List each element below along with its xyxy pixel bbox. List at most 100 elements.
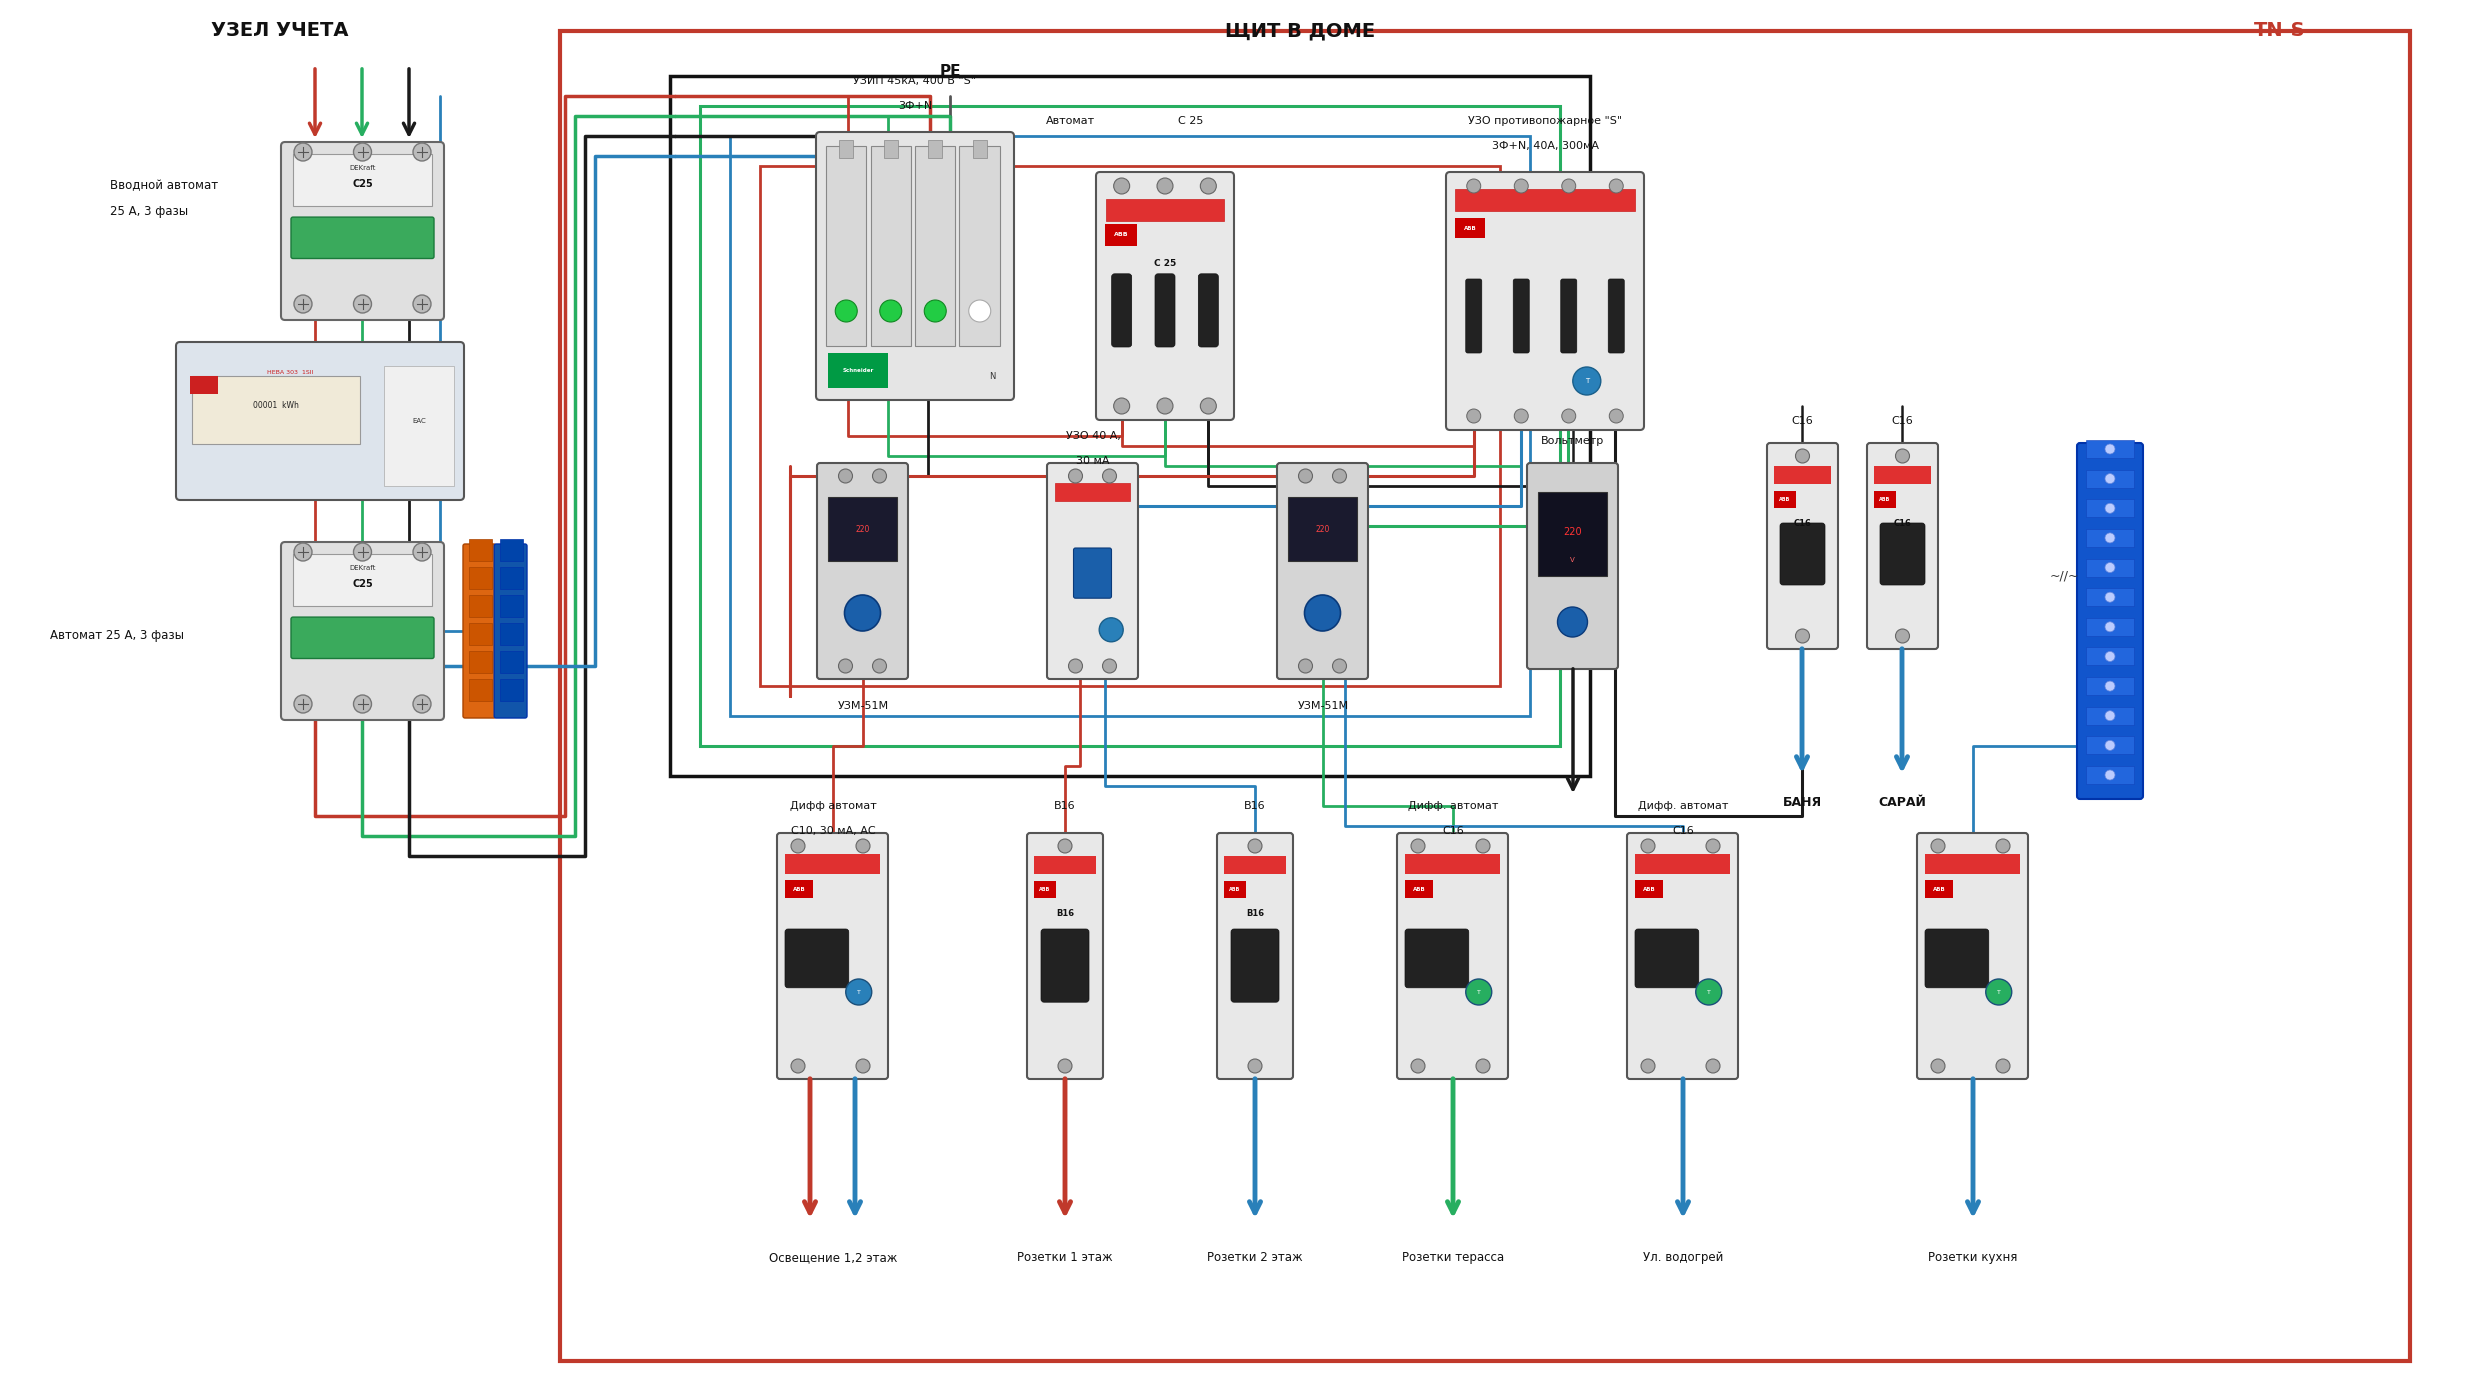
Bar [501, 539, 523, 561]
Bar [469, 678, 491, 701]
Circle shape [1247, 1060, 1262, 1074]
Text: ~//~: ~//~ [2051, 570, 2081, 582]
FancyBboxPatch shape [1096, 172, 1235, 420]
Text: С16: С16 [1791, 416, 1813, 426]
Bar [759, 166, 1500, 685]
FancyBboxPatch shape [1867, 443, 1937, 649]
Circle shape [414, 295, 432, 313]
FancyBboxPatch shape [1924, 928, 1989, 988]
Bar [883, 140, 898, 158]
Text: 25 А, 3 фазы: 25 А, 3 фазы [109, 204, 188, 218]
Bar [1034, 856, 1096, 874]
Circle shape [838, 659, 853, 673]
Text: Автомат: Автомат [1047, 116, 1094, 126]
Bar [293, 554, 432, 606]
Bar [501, 567, 523, 589]
Bar [191, 376, 218, 394]
Text: T: T [856, 990, 861, 994]
Bar [469, 567, 491, 589]
Circle shape [2106, 563, 2115, 572]
Text: ABB: ABB [1230, 886, 1240, 892]
Bar [1456, 188, 1634, 211]
Bar [1225, 856, 1287, 874]
Circle shape [2106, 771, 2115, 780]
FancyBboxPatch shape [816, 133, 1014, 401]
FancyBboxPatch shape [1607, 279, 1624, 353]
Circle shape [1304, 595, 1342, 631]
Bar [699, 106, 1560, 745]
Text: Schneider: Schneider [843, 367, 873, 373]
Bar [1106, 200, 1225, 221]
Text: 220: 220 [1314, 525, 1329, 533]
Text: T: T [1585, 378, 1590, 384]
Text: С25: С25 [352, 579, 372, 589]
Circle shape [791, 839, 806, 853]
Circle shape [1200, 398, 1215, 415]
Circle shape [873, 469, 885, 483]
Circle shape [856, 1060, 870, 1074]
Text: Вводной автомат: Вводной автомат [109, 180, 218, 193]
Bar [870, 147, 910, 346]
FancyBboxPatch shape [1042, 928, 1089, 1002]
Circle shape [1610, 409, 1624, 423]
Text: ABB: ABB [1642, 886, 1654, 892]
Text: 3Ф+N: 3Ф+N [898, 101, 932, 112]
Text: T: T [1476, 990, 1481, 994]
Text: ABB: ABB [1932, 886, 1944, 892]
Text: УЗМ-51М: УЗМ-51М [838, 701, 888, 711]
Circle shape [1332, 469, 1347, 483]
FancyBboxPatch shape [1766, 443, 1838, 649]
Bar [1538, 491, 1607, 577]
Text: DEKraft: DEKraft [350, 165, 374, 170]
Bar [2086, 766, 2133, 785]
Text: С16: С16 [1672, 826, 1694, 836]
Circle shape [1200, 179, 1215, 194]
Bar [2086, 469, 2133, 487]
Text: САРАЙ: САРАЙ [1877, 796, 1927, 810]
Text: Розетки 1 этаж: Розетки 1 этаж [1017, 1251, 1114, 1263]
Text: ABB: ABB [794, 886, 806, 892]
FancyBboxPatch shape [1781, 524, 1825, 585]
FancyBboxPatch shape [1627, 833, 1738, 1079]
Text: TN-S: TN-S [2254, 21, 2306, 40]
FancyBboxPatch shape [1528, 463, 1617, 669]
Text: ABB: ABB [1414, 886, 1426, 892]
Circle shape [414, 543, 432, 561]
Text: НЕВА 303  1SII: НЕВА 303 1SII [268, 370, 312, 376]
Circle shape [1557, 607, 1587, 637]
Circle shape [2106, 444, 2115, 454]
Bar [786, 854, 880, 874]
Bar [2086, 648, 2133, 666]
Circle shape [791, 1060, 806, 1074]
Circle shape [295, 295, 312, 313]
FancyBboxPatch shape [1406, 928, 1468, 988]
Circle shape [2106, 681, 2115, 691]
Circle shape [2106, 621, 2115, 632]
Text: В16: В16 [1245, 801, 1265, 811]
Bar [1106, 223, 1136, 246]
Circle shape [1572, 367, 1600, 395]
Circle shape [1466, 409, 1481, 423]
Bar [469, 539, 491, 561]
Text: N: N [990, 371, 994, 381]
Bar [826, 147, 866, 346]
Circle shape [1247, 839, 1262, 853]
Circle shape [1515, 409, 1528, 423]
FancyBboxPatch shape [776, 833, 888, 1079]
FancyBboxPatch shape [1047, 463, 1138, 678]
FancyBboxPatch shape [464, 544, 496, 718]
Circle shape [836, 300, 858, 322]
Bar [828, 353, 888, 388]
Circle shape [1476, 1060, 1490, 1074]
Circle shape [1466, 979, 1493, 1005]
Circle shape [1114, 179, 1131, 194]
FancyBboxPatch shape [1560, 279, 1577, 353]
Bar [2086, 500, 2133, 518]
FancyBboxPatch shape [1466, 279, 1481, 353]
Text: DEKraft: DEKraft [350, 565, 374, 571]
Bar [972, 140, 987, 158]
Text: T: T [1706, 990, 1711, 994]
Bar [1225, 881, 1245, 898]
Text: Вольтметр: Вольтметр [1543, 436, 1605, 445]
FancyBboxPatch shape [1396, 833, 1508, 1079]
